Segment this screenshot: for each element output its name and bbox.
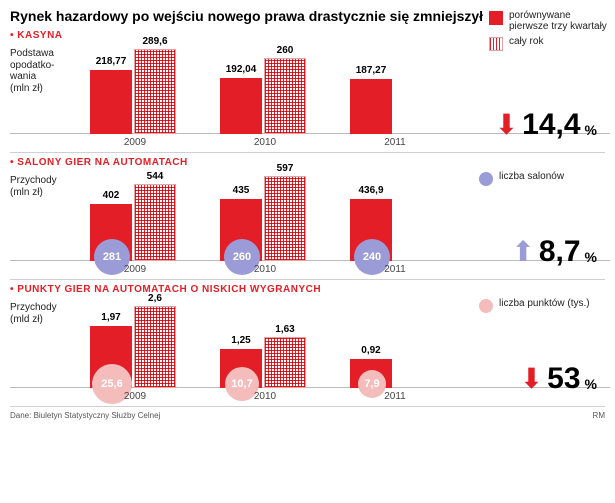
bar-label: 1,25 (220, 335, 262, 346)
pct-value: 53 (547, 362, 580, 396)
bar-label: 1,97 (90, 312, 132, 323)
bar-label: 289,6 (135, 36, 175, 47)
year-label: 2009 (80, 391, 190, 402)
swatch-solid (489, 11, 503, 25)
year-label: 2010 (210, 264, 320, 275)
section-title: • KASYNA (10, 30, 605, 41)
author: RM (593, 411, 605, 420)
legend-solid: porównywane pierwsze trzy kwartały (489, 10, 609, 32)
section-2: • PUNKTY GIER NA AUTOMATACH O NISKICH WY… (10, 284, 605, 407)
bar-label: 187,27 (350, 65, 392, 76)
pct-block: ⬇53% (520, 362, 597, 396)
bar-hatch: 289,6 (134, 49, 176, 134)
bar-hatch: 544 (134, 184, 176, 261)
pct-unit: % (585, 376, 597, 392)
arrow-down-icon: ⬇ (495, 111, 518, 139)
bar-solid: 218,77 (90, 70, 132, 134)
chart-area: 40254428120094355972602010436,92402011 (70, 170, 450, 275)
swatch-dot (479, 299, 493, 313)
bar-label: 260 (265, 45, 305, 56)
bar-label: 192,04 (220, 64, 262, 75)
bar-label: 1,63 (265, 324, 305, 335)
bar-label: 544 (135, 171, 175, 182)
pct-unit: % (585, 122, 597, 138)
pct-block: ⬇14,4% (495, 108, 597, 142)
pct-value: 8,7 (539, 235, 581, 269)
year-label: 2011 (340, 264, 450, 275)
section-0: • KASYNAPodstawa opodatko-wania(mln zł)2… (10, 30, 605, 153)
year-label: 2010 (210, 137, 320, 148)
arrow-down-icon: ⬇ (520, 365, 543, 393)
circle-legend: liczba salonów (479, 171, 599, 190)
bar-hatch: 1,63 (264, 337, 306, 388)
circle-legend-label: liczba salonów (499, 171, 564, 182)
bar-label: 0,92 (350, 345, 392, 356)
bar-label: 402 (90, 190, 132, 201)
bar-label: 2,6 (135, 293, 175, 304)
bar-label: 435 (220, 185, 262, 196)
bar-hatch: 597 (264, 176, 306, 261)
year-label: 2010 (210, 391, 320, 402)
source: Dane: Biuletyn Statystyczny Służby Celne… (10, 411, 160, 420)
bar-label: 218,77 (90, 56, 132, 67)
year-label: 2009 (80, 264, 190, 275)
bar-solid: 187,27 (350, 79, 392, 134)
chart-area: 218,77289,62009192,042602010187,272011 (70, 43, 450, 148)
bar-hatch: 2,6 (134, 306, 176, 388)
year-label: 2011 (340, 137, 450, 148)
legend-solid-label: porównywane pierwsze trzy kwartały (509, 10, 609, 32)
footer: Dane: Biuletyn Statystyczny Służby Celne… (10, 411, 605, 420)
year-label: 2011 (340, 391, 450, 402)
bar-label: 597 (265, 163, 305, 174)
pct-block: ⬆8,7% (511, 235, 597, 269)
chart-area: 1,972,625,620091,251,6310,720100,927,920… (70, 297, 450, 402)
bar-hatch: 260 (264, 58, 306, 134)
section-title: • PUNKTY GIER NA AUTOMATACH O NISKICH WY… (10, 284, 605, 295)
pct-value: 14,4 (522, 108, 580, 142)
pct-unit: % (585, 249, 597, 265)
year-label: 2009 (80, 137, 190, 148)
bar-label: 436,9 (350, 185, 392, 196)
arrow-up-icon: ⬆ (511, 238, 534, 266)
section-title: • SALONY GIER NA AUTOMATACH (10, 157, 605, 168)
circle-legend-label: liczba punktów (tys.) (499, 298, 590, 309)
section-1: • SALONY GIER NA AUTOMATACHPrzychody(mln… (10, 157, 605, 280)
circle-legend: liczba punktów (tys.) (479, 298, 599, 317)
swatch-dot (479, 172, 493, 186)
bar-solid: 192,04 (220, 78, 262, 134)
